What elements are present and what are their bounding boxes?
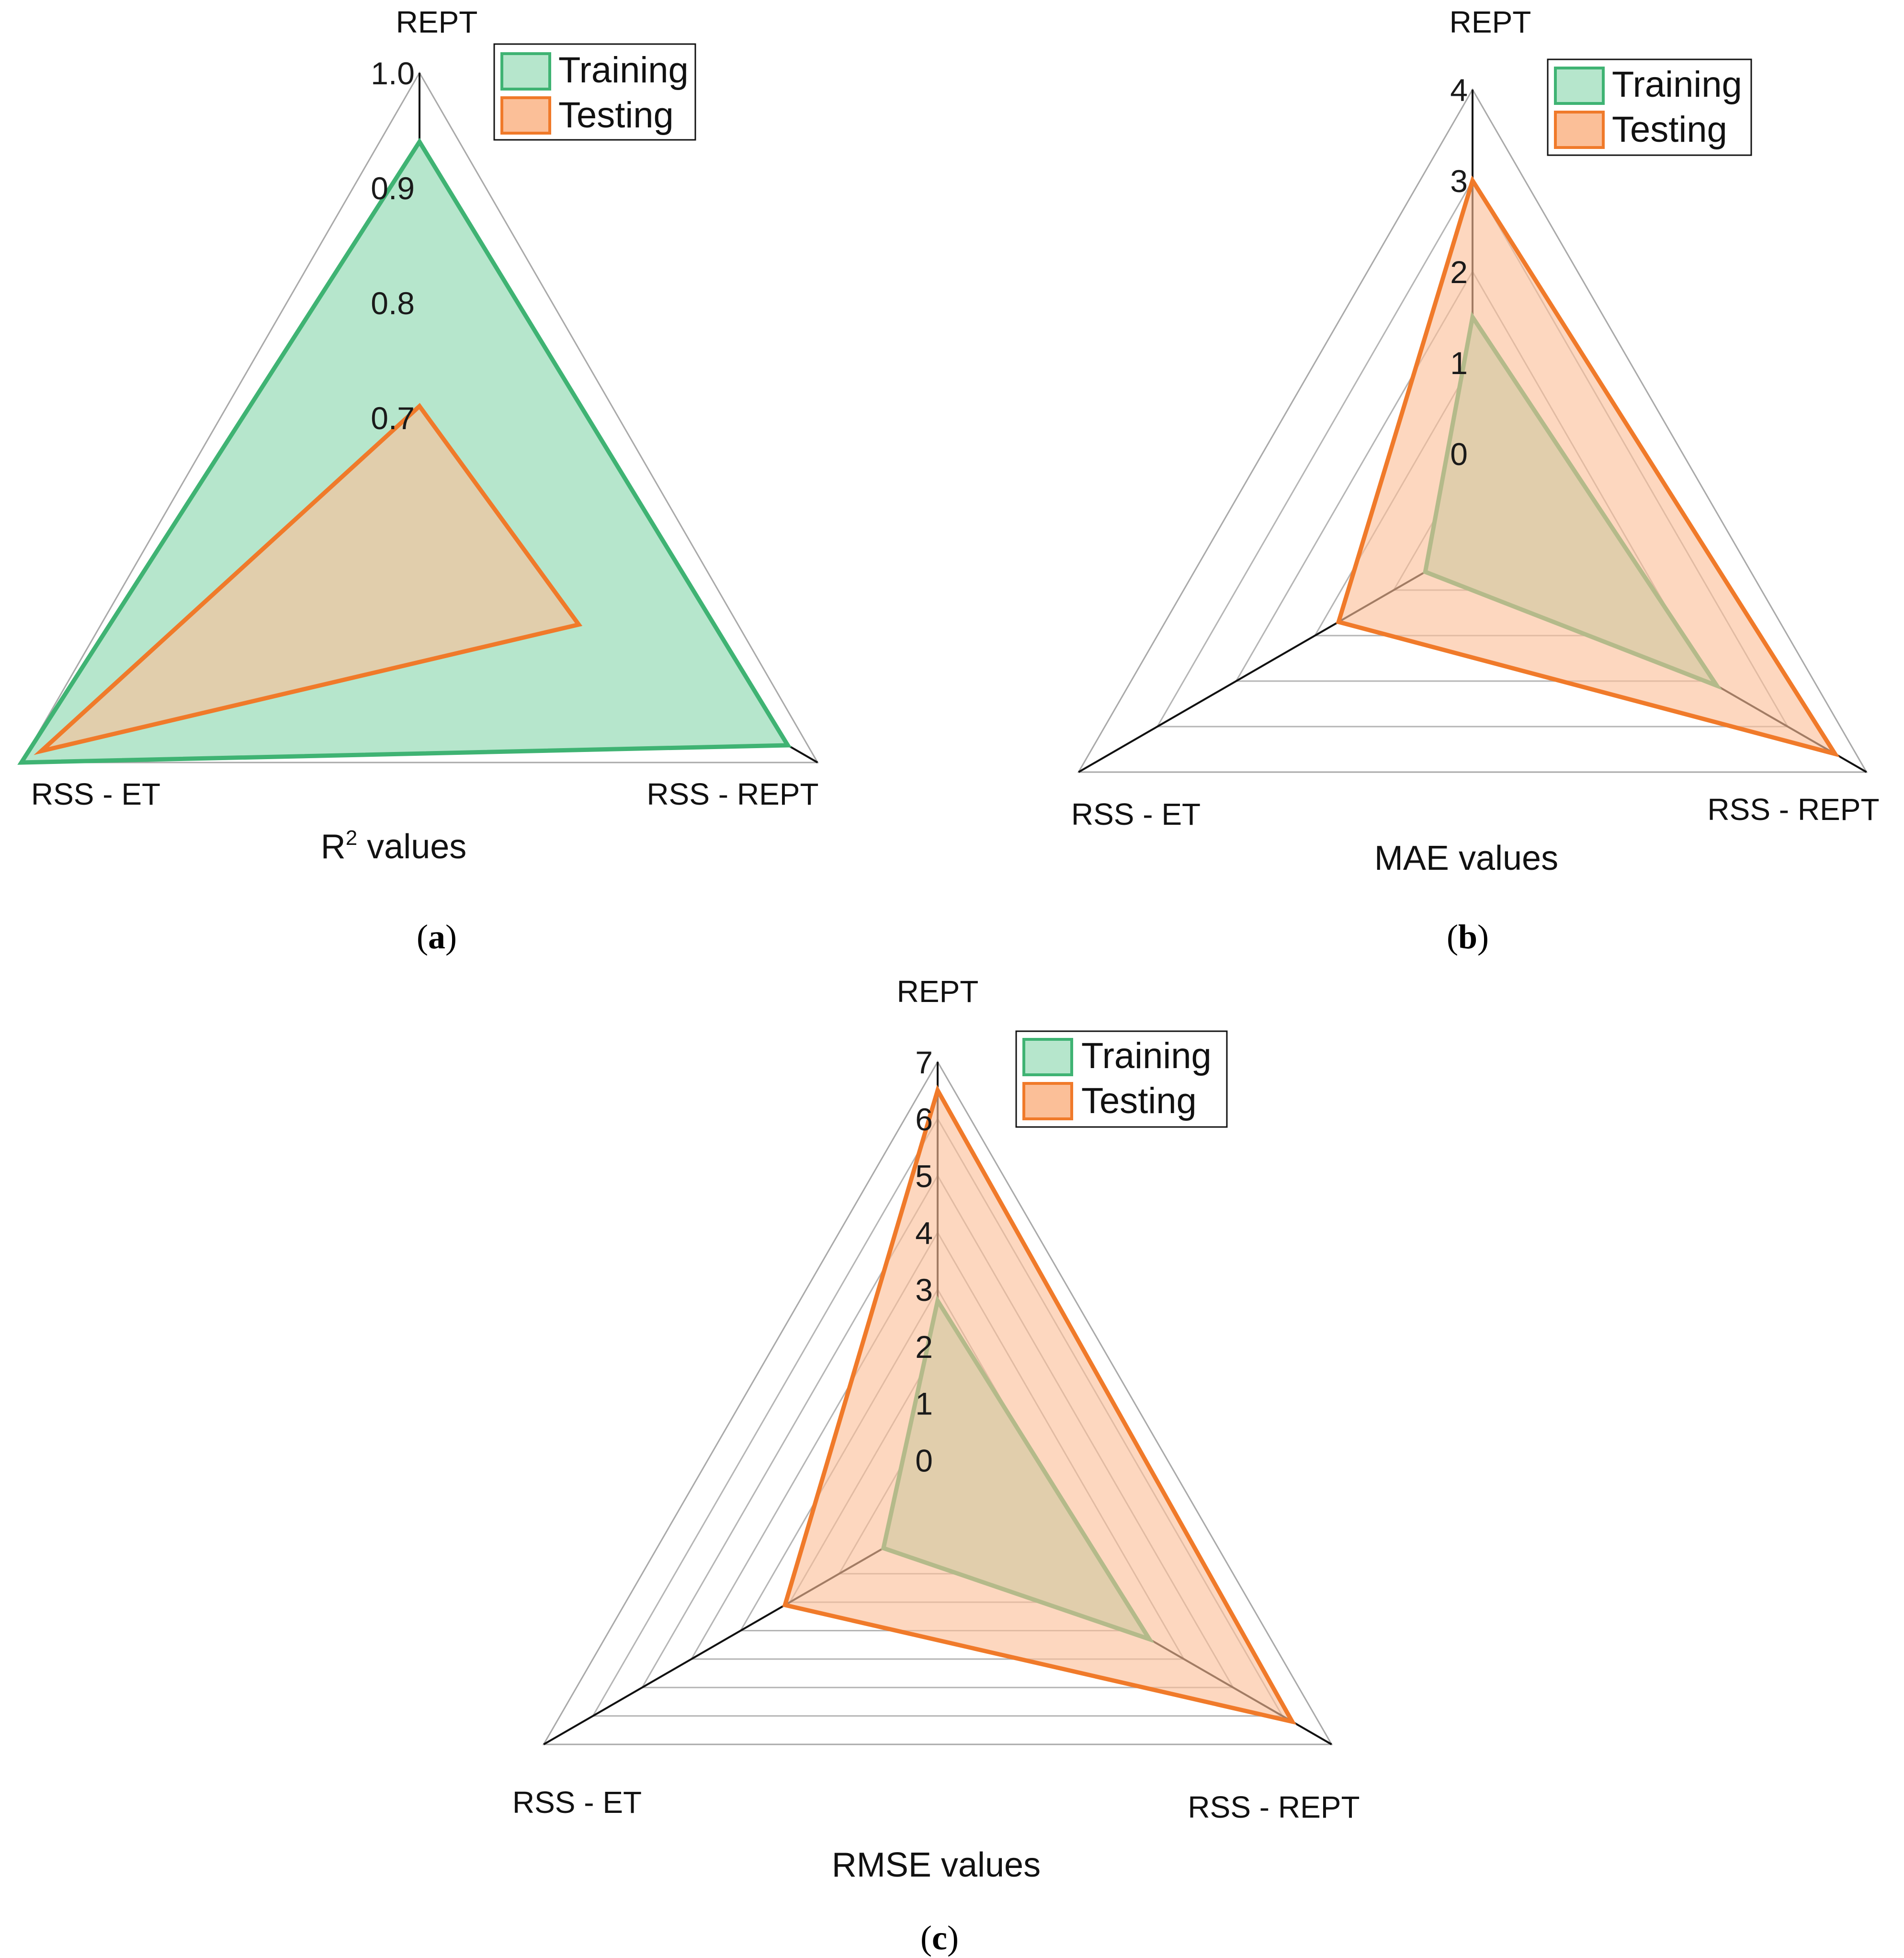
axis-label-right-a: RSS - REPT <box>646 777 818 811</box>
axis-label-right-b: RSS - REPT <box>1707 792 1879 827</box>
tick-label-a-1: 0.8 <box>371 285 415 321</box>
radar-tick-labels-c: 0 1 2 3 4 5 6 7 <box>915 1045 933 1478</box>
axis-label-top-b: REPT <box>1450 5 1531 39</box>
legend-swatch-testing-b <box>1554 111 1605 149</box>
legend-label-training-a: Training <box>558 50 689 91</box>
point-testing-c-0 <box>936 1088 940 1093</box>
radar-chart-c: 0 1 2 3 4 5 6 7 REPT RSS - REPT RSS - ET Traini… <box>512 974 1360 1957</box>
point-testing-a-0 <box>418 404 421 408</box>
tick-label-a-3: 1.0 <box>371 56 415 91</box>
axis-label-left-c: RSS - ET <box>512 1785 642 1820</box>
point-testing-b-1 <box>1833 752 1837 756</box>
tick-label-b-1: 1 <box>1450 345 1468 381</box>
panel-letter-b: b <box>1458 918 1477 956</box>
chart-title-a-sup: 2 <box>346 826 357 850</box>
legend-swatch-training-c <box>1022 1038 1073 1076</box>
chart-title-c: RMSE values <box>832 1846 1041 1884</box>
panel-letter-c: c <box>932 1919 947 1957</box>
series-testing-b <box>1336 175 1840 758</box>
tick-label-b-0: 0 <box>1450 436 1468 472</box>
legend-label-testing-a: Testing <box>558 95 674 136</box>
tick-label-c-0: 0 <box>915 1443 933 1478</box>
axis-label-right-c: RSS - REPT <box>1188 1790 1360 1824</box>
grid-ring-b-4 <box>1077 88 1868 773</box>
radar-chart-a: 0.7 0.8 0.9 1.0 REPT RSS - REPT RSS - ET Tr… <box>17 5 819 956</box>
panel-label-a: (a) <box>417 918 457 956</box>
point-testing-c-1 <box>1290 1719 1294 1724</box>
radar-series-b <box>1336 175 1840 758</box>
legend-label-training-b: Training <box>1612 64 1742 105</box>
radar-tick-labels-a: 0.7 0.8 0.9 1.0 <box>371 56 415 436</box>
chart-title-a: R2 values <box>321 826 467 866</box>
axis-label-top-a: REPT <box>396 5 478 39</box>
legend-label-testing-c: Testing <box>1081 1081 1197 1121</box>
radar-series-a <box>17 137 792 765</box>
panel-label-b: (b) <box>1447 918 1489 956</box>
tick-label-c-1: 1 <box>915 1386 933 1422</box>
tick-label-c-5: 5 <box>915 1159 933 1194</box>
tick-label-c-4: 4 <box>915 1215 933 1251</box>
legend-a: Training Testing <box>493 43 696 141</box>
legend-swatch-testing-a <box>500 96 551 135</box>
point-testing-b-2 <box>1337 620 1341 624</box>
legend-swatch-testing-c <box>1022 1082 1073 1120</box>
radar-series-c <box>782 1084 1297 1725</box>
tick-label-c-6: 6 <box>915 1102 933 1137</box>
legend-swatch-training-b <box>1554 67 1605 105</box>
point-testing-c-2 <box>783 1603 787 1607</box>
grid-ring-c-7 <box>542 1060 1333 1745</box>
tick-label-b-4: 4 <box>1450 72 1468 108</box>
point-testing-b-0 <box>1471 179 1474 182</box>
chart-title-a-base: R <box>321 828 346 866</box>
axis-label-left-a: RSS - ET <box>31 777 160 811</box>
axis-label-left-b: RSS - ET <box>1071 797 1201 831</box>
legend-b: Training Testing <box>1547 58 1752 156</box>
chart-title-a-rest: values <box>357 828 466 866</box>
point-training-a-0 <box>418 140 421 144</box>
tick-label-c-2: 2 <box>915 1329 933 1365</box>
panel-letter-a: a <box>428 918 445 956</box>
chart-title-b: MAE values <box>1374 839 1558 877</box>
legend-label-training-c: Training <box>1081 1036 1212 1076</box>
panel-label-c: (c) <box>920 1919 959 1957</box>
point-training-a-1 <box>786 743 790 747</box>
tick-label-c-3: 3 <box>915 1272 933 1308</box>
legend-c: Training Testing <box>1015 1030 1228 1128</box>
axis-label-top-c: REPT <box>897 974 979 1009</box>
point-training-a-2 <box>19 761 23 764</box>
legend-label-testing-b: Testing <box>1612 109 1727 150</box>
tick-label-a-0: 0.7 <box>371 400 415 436</box>
point-testing-a-1 <box>577 623 581 626</box>
series-testing-c <box>782 1084 1297 1725</box>
tick-label-b-3: 3 <box>1450 163 1468 199</box>
tick-label-c-7: 7 <box>915 1045 933 1080</box>
radar-chart-b: 0 1 2 3 4 REPT RSS - REPT RSS - ET Training … <box>1071 5 1880 956</box>
radar-tick-labels-b: 0 1 2 3 4 <box>1450 72 1468 472</box>
grid-ring-a-3 <box>20 71 819 763</box>
tick-label-a-2: 0.9 <box>371 171 415 206</box>
series-testing-a <box>34 403 583 755</box>
tick-label-b-2: 2 <box>1450 254 1468 290</box>
legend-swatch-training-a <box>500 52 551 91</box>
point-testing-a-2 <box>39 749 44 753</box>
